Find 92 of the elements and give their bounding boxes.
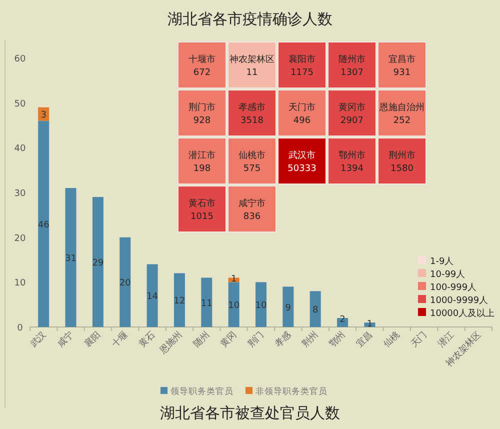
category-label: 荆州市 xyxy=(388,150,416,161)
bar xyxy=(201,278,212,327)
bar xyxy=(65,188,76,327)
y-tick-label: 10 xyxy=(14,278,26,289)
data-label: 10 xyxy=(228,301,240,312)
data-label: 1 xyxy=(366,320,373,330)
y-tick-label: 0 xyxy=(17,324,24,334)
data-label: 14 xyxy=(146,292,158,302)
bar xyxy=(92,196,104,327)
data-label: 575 xyxy=(243,164,261,174)
category-label: 荆门市 xyxy=(188,102,216,113)
category-label: 黄冈市 xyxy=(338,102,366,113)
x-tick-label: 潜江 xyxy=(436,329,456,350)
x-tick-label: 仙桃 xyxy=(382,329,402,350)
data-label: 11 xyxy=(200,298,212,309)
category-label: 襄阳市 xyxy=(288,54,316,65)
y-tick-label: 20 xyxy=(14,234,26,244)
data-label: 1580 xyxy=(390,164,414,174)
data-label: 1015 xyxy=(190,212,214,222)
x-tick-label: 恩施州 xyxy=(157,329,185,357)
x-tick-label: 鄂州 xyxy=(327,329,348,350)
category-label: 神农架林区 xyxy=(230,54,274,65)
data-label: 8 xyxy=(312,306,318,316)
legend-label: 1000-9999人 xyxy=(430,295,488,306)
x-tick-label: 武汉 xyxy=(28,329,49,350)
data-label: 10 xyxy=(255,301,267,312)
data-label: 1 xyxy=(230,274,237,285)
category-label: 孝感市 xyxy=(238,102,266,113)
bar xyxy=(228,282,240,327)
legend-label: 10000人及以上 xyxy=(430,308,495,319)
bar xyxy=(282,286,294,327)
x-tick-label: 天门 xyxy=(408,329,430,350)
x-tick-label: 黄冈 xyxy=(218,329,239,350)
data-label: 9 xyxy=(285,303,292,314)
data-label: 198 xyxy=(193,164,211,174)
x-tick-label: 随州 xyxy=(191,329,212,350)
data-label: 20 xyxy=(119,278,132,289)
category-label: 潜江市 xyxy=(188,150,216,161)
bar xyxy=(38,120,50,327)
category-label: 仙桃市 xyxy=(238,150,266,161)
legend-label: 10-99人 xyxy=(430,269,466,280)
data-label: 836 xyxy=(243,212,261,222)
legend-label: 领导职务类官员 xyxy=(170,386,234,397)
data-label: 46 xyxy=(38,220,50,230)
x-tick-label: 荆门 xyxy=(246,329,266,350)
data-label: 11 xyxy=(246,68,258,78)
x-tick-label: 宜昌 xyxy=(354,329,375,350)
category-label: 随州市 xyxy=(338,54,366,65)
data-label: 1175 xyxy=(290,68,314,78)
x-tick-label: 咸宁 xyxy=(55,329,76,350)
data-label: 1394 xyxy=(340,164,364,174)
data-label: 928 xyxy=(193,116,211,126)
category-label: 咸宁市 xyxy=(238,198,266,209)
category-label: 宜昌市 xyxy=(388,54,416,65)
data-label: 672 xyxy=(193,68,211,78)
y-tick-label: 40 xyxy=(14,144,26,154)
data-label: 29 xyxy=(92,258,104,268)
bar xyxy=(256,282,266,327)
data-label: 50333 xyxy=(288,164,316,174)
x-tick-label: 孝感 xyxy=(272,329,294,350)
x-tick-label: 黄石 xyxy=(136,329,158,350)
data-label: 31 xyxy=(65,254,76,264)
bar xyxy=(310,291,321,327)
data-label: 12 xyxy=(174,296,186,307)
category-label: 武汉市 xyxy=(288,150,316,161)
data-label: 252 xyxy=(393,116,411,126)
legend-label: 1-9人 xyxy=(430,256,454,267)
category-label: 十堰市 xyxy=(188,54,216,65)
data-label: 3 xyxy=(40,110,46,121)
y-tick-label: 50 xyxy=(14,99,26,110)
data-label: 1307 xyxy=(340,68,364,78)
text: 湖北省各市疫情确诊人数 xyxy=(168,10,332,28)
legend-label: 非领导职务类官员 xyxy=(256,386,328,397)
category-label: 鄂州市 xyxy=(338,150,366,161)
data-label: 3518 xyxy=(240,116,264,126)
data-label: 2907 xyxy=(340,116,364,126)
y-tick-label: 30 xyxy=(14,189,26,199)
x-tick-label: 襄阳 xyxy=(82,329,104,350)
bar xyxy=(146,264,158,327)
category-label: 天门市 xyxy=(288,102,316,113)
text: 湖北省各市被查处官员人数 xyxy=(160,404,340,422)
category-label: 黄石市 xyxy=(188,198,216,209)
x-tick-label: 十堰 xyxy=(110,329,130,350)
data-label: 931 xyxy=(393,68,411,78)
data-label: 2 xyxy=(340,315,346,326)
y-tick-label: 60 xyxy=(14,54,26,64)
category-label: 恩施自治州 xyxy=(378,102,424,113)
bar xyxy=(120,237,131,327)
legend-label: 100-999人 xyxy=(430,282,477,293)
data-label: 496 xyxy=(293,116,311,126)
bar xyxy=(174,273,185,327)
x-tick-label: 荆州 xyxy=(300,329,320,350)
